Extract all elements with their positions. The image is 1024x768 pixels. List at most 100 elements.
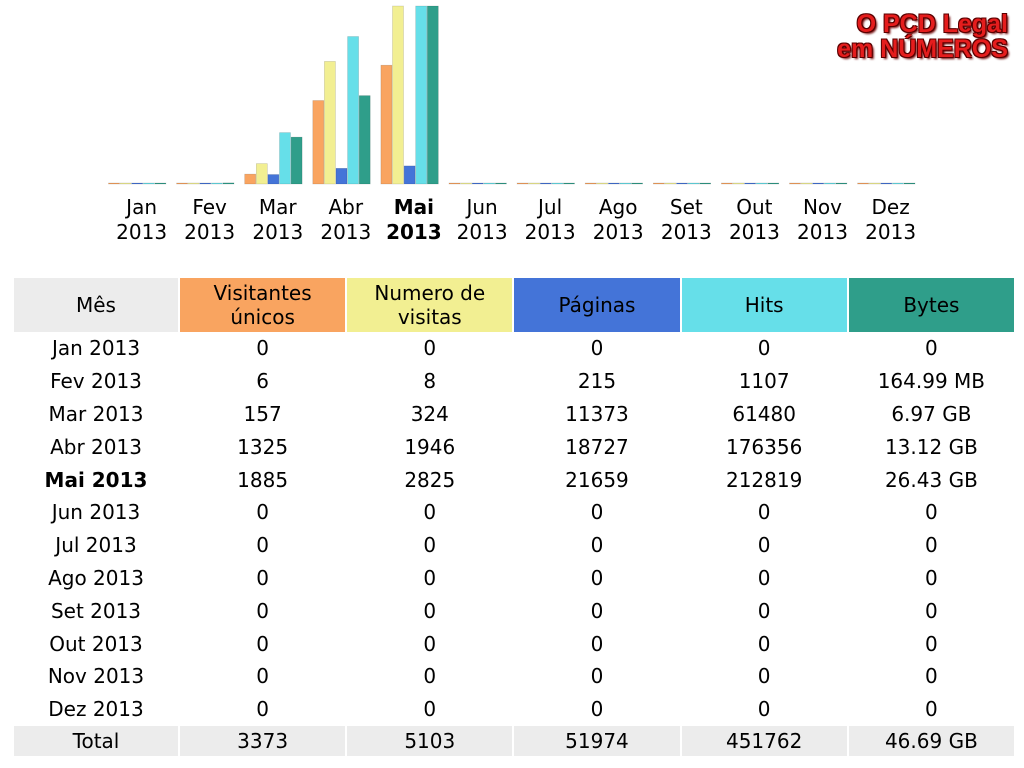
- bar-bytes-ago: [631, 182, 643, 185]
- cell-bytes: 0: [925, 533, 938, 558]
- cell-visitors: 0: [256, 565, 269, 590]
- bar-bytes-jul: [563, 182, 575, 185]
- chart-bars: [108, 5, 916, 185]
- cell-pages: 0: [590, 336, 604, 361]
- bar-visits-mar: [255, 163, 268, 185]
- bar-hits-jan: [143, 182, 155, 185]
- x-label-year: 2013: [729, 220, 780, 244]
- bar-hits-mar: [279, 132, 291, 185]
- bar-visits-ago: [596, 182, 609, 185]
- cell-visits: 0: [423, 664, 437, 689]
- x-label-year: 2013: [184, 220, 235, 244]
- bar-visits-jul: [528, 182, 541, 185]
- bar-visitors-nov: [789, 182, 801, 185]
- cell-bytes: 13.12 GB: [884, 434, 978, 459]
- cell-visitors: 0: [256, 598, 269, 623]
- total-hits: 451762: [681, 725, 847, 756]
- cell-month: Mai 2013: [44, 467, 148, 492]
- cell-pages: 215: [577, 369, 617, 394]
- cell-bytes: 0: [925, 631, 938, 656]
- cell-visits: 2825: [404, 467, 456, 492]
- cell-pages: 0: [590, 697, 604, 722]
- bar-pages-mar: [267, 174, 280, 185]
- bar-hits-jun: [483, 182, 496, 185]
- cell-visits: 0: [423, 598, 437, 623]
- x-label-year: 2013: [525, 220, 576, 244]
- total-month: Total: [14, 725, 178, 756]
- cell-month: Set 2013: [50, 598, 142, 623]
- total-visitors: 3373: [180, 725, 346, 756]
- chart-month-labels: Jan2013Fev2013Mar2013Abr2013Mai2013Jun20…: [116, 195, 916, 244]
- cell-month: Out 2013: [49, 631, 143, 656]
- header-number-of-visits: Numero de visitas: [347, 278, 513, 332]
- table-row: Fev 2013 6 8 215 1107 164.99 MB: [14, 365, 1014, 398]
- bar-pages-jun: [471, 182, 484, 185]
- bar-pages-jan: [131, 182, 143, 185]
- bar-hits-set: [687, 182, 700, 185]
- bar-hits-fev: [211, 182, 223, 185]
- x-label-month: Mai: [394, 195, 434, 219]
- cell-bytes: 0: [925, 565, 938, 590]
- bar-pages-out: [744, 182, 756, 185]
- cell-visitors: 157: [243, 401, 282, 426]
- cell-month: Nov 2013: [47, 664, 145, 689]
- table-row: Mar 2013 157 324 11373 61480 6.97 GB: [14, 398, 1014, 431]
- bar-bytes-jun: [495, 182, 507, 185]
- cell-visits: 8: [423, 369, 437, 394]
- header-unique-visitors-line-1: Visitantes: [213, 281, 312, 305]
- cell-pages: 0: [590, 631, 604, 656]
- cell-month: Jun 2013: [51, 500, 141, 525]
- cell-hits: 212819: [725, 467, 803, 492]
- cell-visits: 0: [423, 336, 437, 361]
- bar-visitors-dez: [857, 182, 869, 185]
- bar-visitors-jan: [108, 182, 120, 185]
- monthly-stats-table: Mês Visitantes únicos Numero de visitas …: [12, 278, 1016, 756]
- x-label-month: Dez: [871, 195, 909, 219]
- cell-bytes: 6.97 GB: [891, 401, 972, 426]
- x-label-month: Abr: [328, 195, 363, 219]
- cell-pages: 0: [590, 565, 604, 590]
- bar-pages-ago: [608, 182, 620, 185]
- cell-visits: 0: [423, 533, 437, 558]
- bar-bytes-dez: [903, 182, 916, 185]
- cell-month: Dez 2013: [48, 697, 144, 722]
- cell-hits: 1107: [738, 369, 790, 394]
- bar-bytes-mai: [426, 5, 439, 185]
- cell-bytes: 0: [925, 500, 938, 525]
- cell-visitors: 0: [256, 533, 269, 558]
- bar-pages-fev: [199, 182, 212, 185]
- cell-hits: 176356: [725, 434, 803, 459]
- header-number-of-visits-line-1: Numero de: [374, 281, 486, 305]
- cell-pages: 0: [590, 533, 604, 558]
- cell-visits: 0: [423, 565, 437, 590]
- bar-pages-set: [676, 182, 688, 185]
- cell-pages: 0: [590, 664, 604, 689]
- bar-pages-abr: [335, 168, 348, 185]
- bar-visitors-ago: [584, 182, 597, 185]
- bar-visits-out: [732, 182, 745, 185]
- bar-hits-nov: [823, 182, 836, 185]
- x-label-month: Mar: [259, 195, 298, 219]
- bar-hits-abr: [347, 36, 359, 185]
- bar-visits-abr: [324, 61, 336, 185]
- bar-visitors-abr: [312, 100, 325, 185]
- x-label-month: Nov: [803, 195, 842, 219]
- header-month: Mês: [14, 278, 178, 332]
- x-label-month: Ago: [599, 195, 638, 219]
- header-pages: Páginas: [514, 278, 680, 332]
- x-label-year: 2013: [457, 220, 508, 244]
- bar-visitors-set: [652, 182, 665, 185]
- cell-bytes: 0: [925, 664, 938, 689]
- branding-line-1: O PCD Legal: [856, 10, 1008, 38]
- bar-pages-nov: [812, 182, 825, 185]
- bar-bytes-out: [767, 182, 780, 185]
- cell-visitors: 1325: [237, 434, 289, 459]
- x-label-month: Out: [736, 195, 772, 219]
- x-label-year: 2013: [320, 220, 371, 244]
- bar-visitors-mar: [244, 173, 256, 185]
- x-label-month: Fev: [192, 195, 227, 219]
- branding-title: O PCD Legal em NÚMEROS: [837, 12, 1008, 62]
- cell-hits: 0: [757, 631, 771, 656]
- total-pages: 51974: [514, 725, 680, 756]
- table-row: Jul 2013 0 0 0 0 0: [14, 529, 1014, 562]
